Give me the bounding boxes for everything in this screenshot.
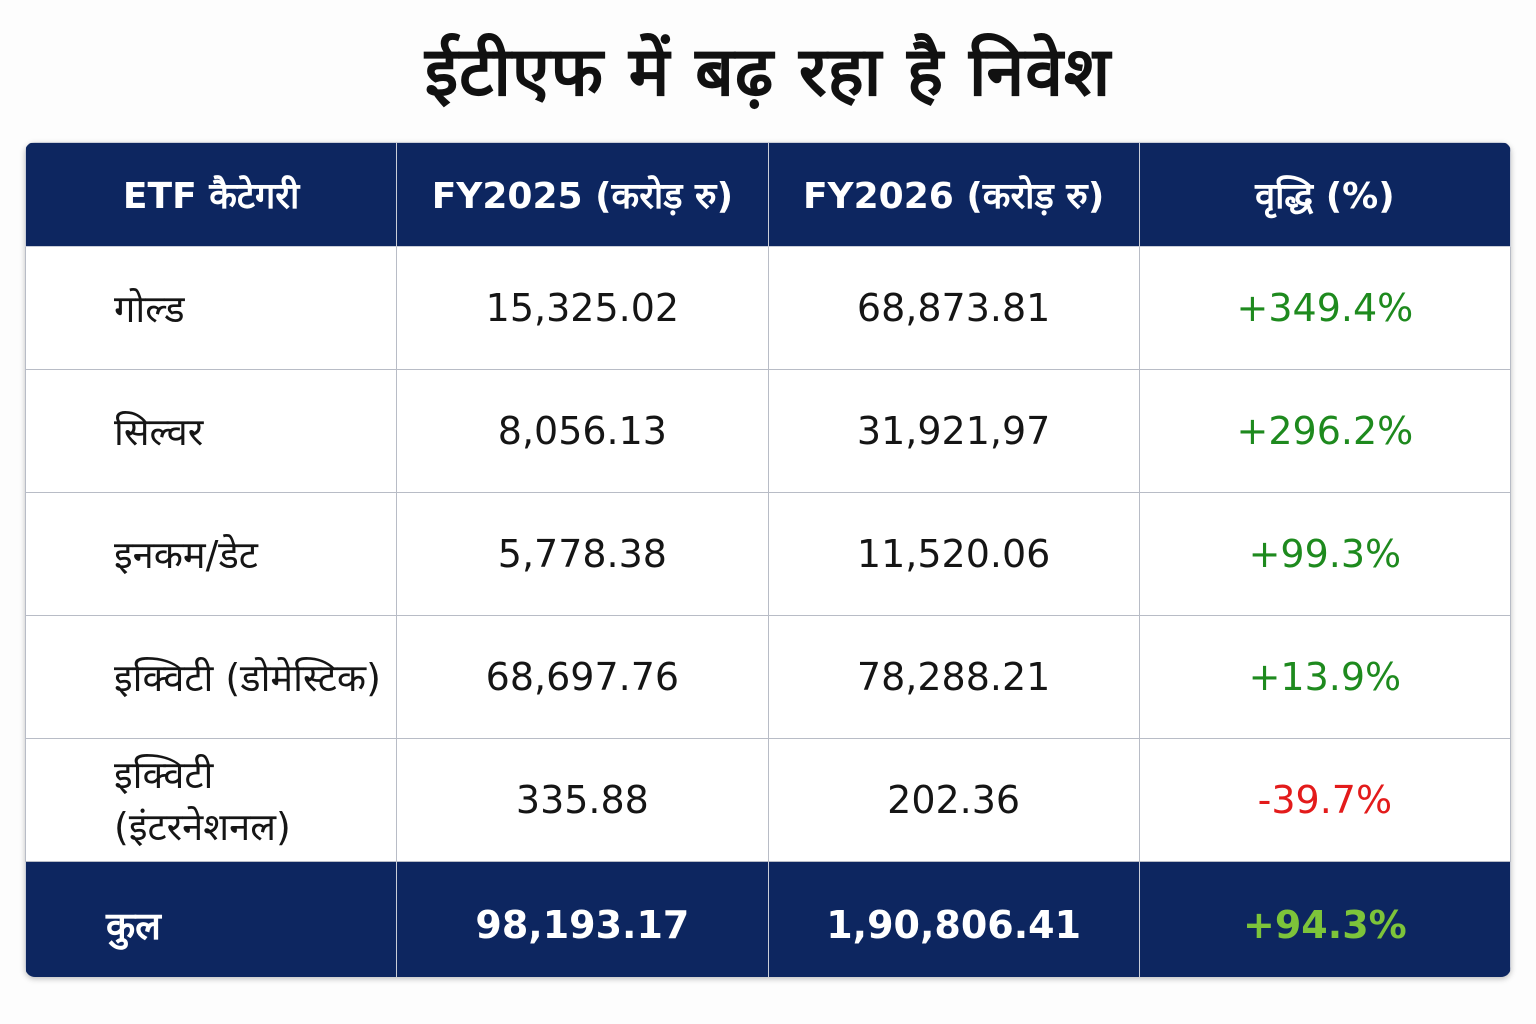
growth-cell: +296.2% [1138,369,1511,493]
table-row: सिल्वर 8,056.13 31,921,97 +296.2% [25,369,1511,493]
fy2026-cell: 202.36 [767,738,1140,862]
header-row: ETF कैटेगरी FY2025 (करोड़ रु) FY2026 (कर… [25,142,1511,247]
header-growth: वृद्धि (%) [1138,142,1511,247]
fy2026-cell: 11,520.06 [767,492,1140,616]
category-cell: इक्विटी (इंटरनेशनल) [25,738,398,862]
fy2025-cell: 5,778.38 [396,492,769,616]
growth-cell: +99.3% [1138,492,1511,616]
fy2025-cell: 15,325.02 [396,246,769,370]
fy2026-cell: 31,921,97 [767,369,1140,493]
category-cell: इनकम/डेट [25,492,398,616]
growth-cell: +349.4% [1138,246,1511,370]
fy2025-cell: 335.88 [396,738,769,862]
category-cell: कुल [25,861,398,977]
table-row: इनकम/डेट 5,778.38 11,520.06 +99.3% [25,492,1511,616]
page-title: ईटीएफ में बढ़ रहा है निवेश [424,33,1112,112]
fy2025-cell: 68,697.76 [396,615,769,739]
fy2026-cell: 78,288.21 [767,615,1140,739]
table-row: इक्विटी (इंटरनेशनल) 335.88 202.36 -39.7% [25,738,1511,862]
growth-cell: -39.7% [1138,738,1511,862]
fy2025-cell: 8,056.13 [396,369,769,493]
fy2026-cell: 68,873.81 [767,246,1140,370]
etf-table: ETF कैटेगरी FY2025 (करोड़ रु) FY2026 (कर… [25,142,1511,977]
header-fy2026: FY2026 (करोड़ रु) [767,142,1140,247]
category-cell: इक्विटी (डोमेस्टिक) [25,615,398,739]
fy2025-cell: 98,193.17 [396,861,769,977]
header-category: ETF कैटेगरी [25,142,398,247]
category-cell: गोल्ड [25,246,398,370]
header-fy2025: FY2025 (करोड़ रु) [396,142,769,247]
total-row: कुल 98,193.17 1,90,806.41 +94.3% [25,861,1511,977]
category-cell: सिल्वर [25,369,398,493]
fy2026-cell: 1,90,806.41 [767,861,1140,977]
table-row: इक्विटी (डोमेस्टिक) 68,697.76 78,288.21 +13… [25,615,1511,739]
growth-cell: +13.9% [1138,615,1511,739]
table-row: गोल्ड 15,325.02 68,873.81 +349.4% [25,246,1511,370]
growth-cell: +94.3% [1138,861,1511,977]
